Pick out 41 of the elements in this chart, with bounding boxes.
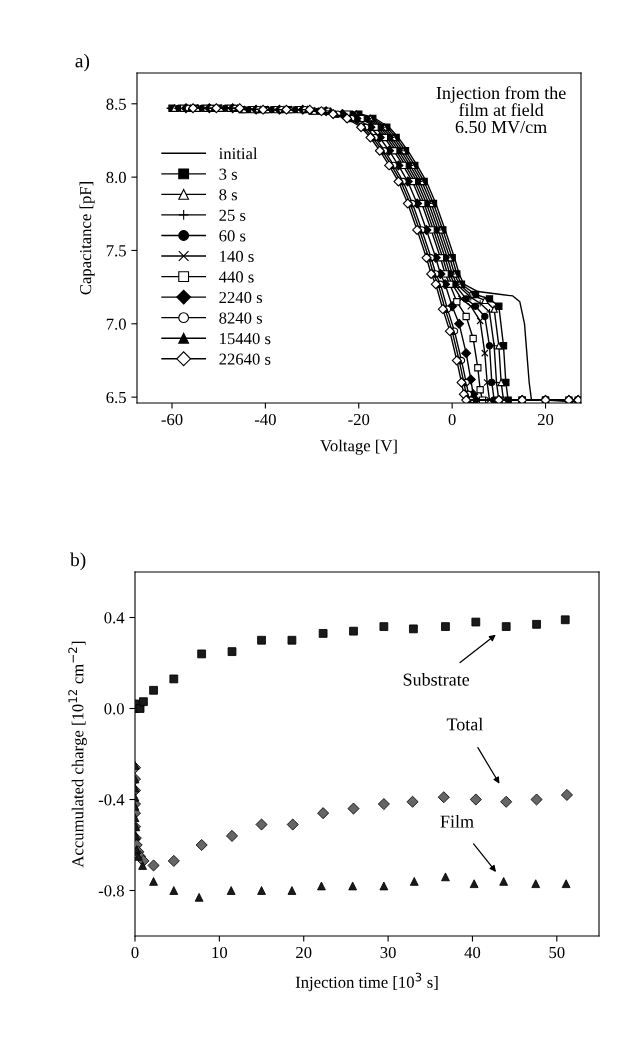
legend-label: 60 s xyxy=(219,230,246,242)
x-tick-label: 0 xyxy=(131,946,139,959)
y-axis-title: Accumulated charge [10$^{12}$ cm$^{−2}$] xyxy=(68,641,87,868)
legend-label: 8 s xyxy=(219,189,238,201)
y-tick-label: 7.5 xyxy=(106,245,126,257)
y-tick-label: 6.5 xyxy=(106,391,126,404)
legend-label: 2240 s xyxy=(219,291,263,304)
x-tick-label: 0 xyxy=(448,413,456,426)
legend-label: 22640 s xyxy=(219,353,271,365)
x-tick-label: 50 xyxy=(549,946,565,959)
x-tick-label: 30 xyxy=(380,946,396,959)
x-tick-label: 20 xyxy=(537,413,554,426)
x-tick-label: -20 xyxy=(348,413,370,426)
chart-title: a) xyxy=(75,53,90,72)
y-tick-label: 0.4 xyxy=(104,612,125,624)
annotation: Total xyxy=(446,717,483,731)
y-tick-label: -0.8 xyxy=(98,885,124,897)
y-tick-label: 8.5 xyxy=(106,98,126,110)
legend-label: 140 s xyxy=(220,250,254,263)
y-tick-label: 0.0 xyxy=(104,703,124,715)
annotation: Substrate xyxy=(403,673,470,686)
annotation: Injection from the film at field 6.50 MV/cm xyxy=(436,86,566,134)
chart-title: b) xyxy=(70,552,86,571)
y-axis-title: Capacitance [pF] xyxy=(79,182,95,295)
legend-label: 8240 s xyxy=(219,312,263,324)
y-tick-label: -0.4 xyxy=(98,794,125,806)
legend-label: initial xyxy=(219,147,258,160)
annotation: Film xyxy=(440,814,474,828)
x-axis-title: Voltage [V] xyxy=(320,439,397,455)
legend-label: 3 s xyxy=(219,168,238,180)
legend-label: 15440 s xyxy=(220,332,271,345)
y-tick-label: 7.0 xyxy=(106,318,126,330)
y-tick-label: 8.0 xyxy=(106,171,126,184)
x-tick-label: 40 xyxy=(464,946,481,959)
x-axis-title: Injection time [10$^{3}$ s] xyxy=(295,972,438,992)
legend-label: 25 s xyxy=(219,209,246,221)
x-tick-label: -40 xyxy=(254,413,276,426)
x-tick-label: -60 xyxy=(161,413,183,426)
legend-label: 440 s xyxy=(218,271,254,283)
x-tick-label: 20 xyxy=(296,946,312,959)
x-tick-label: 10 xyxy=(212,946,228,959)
